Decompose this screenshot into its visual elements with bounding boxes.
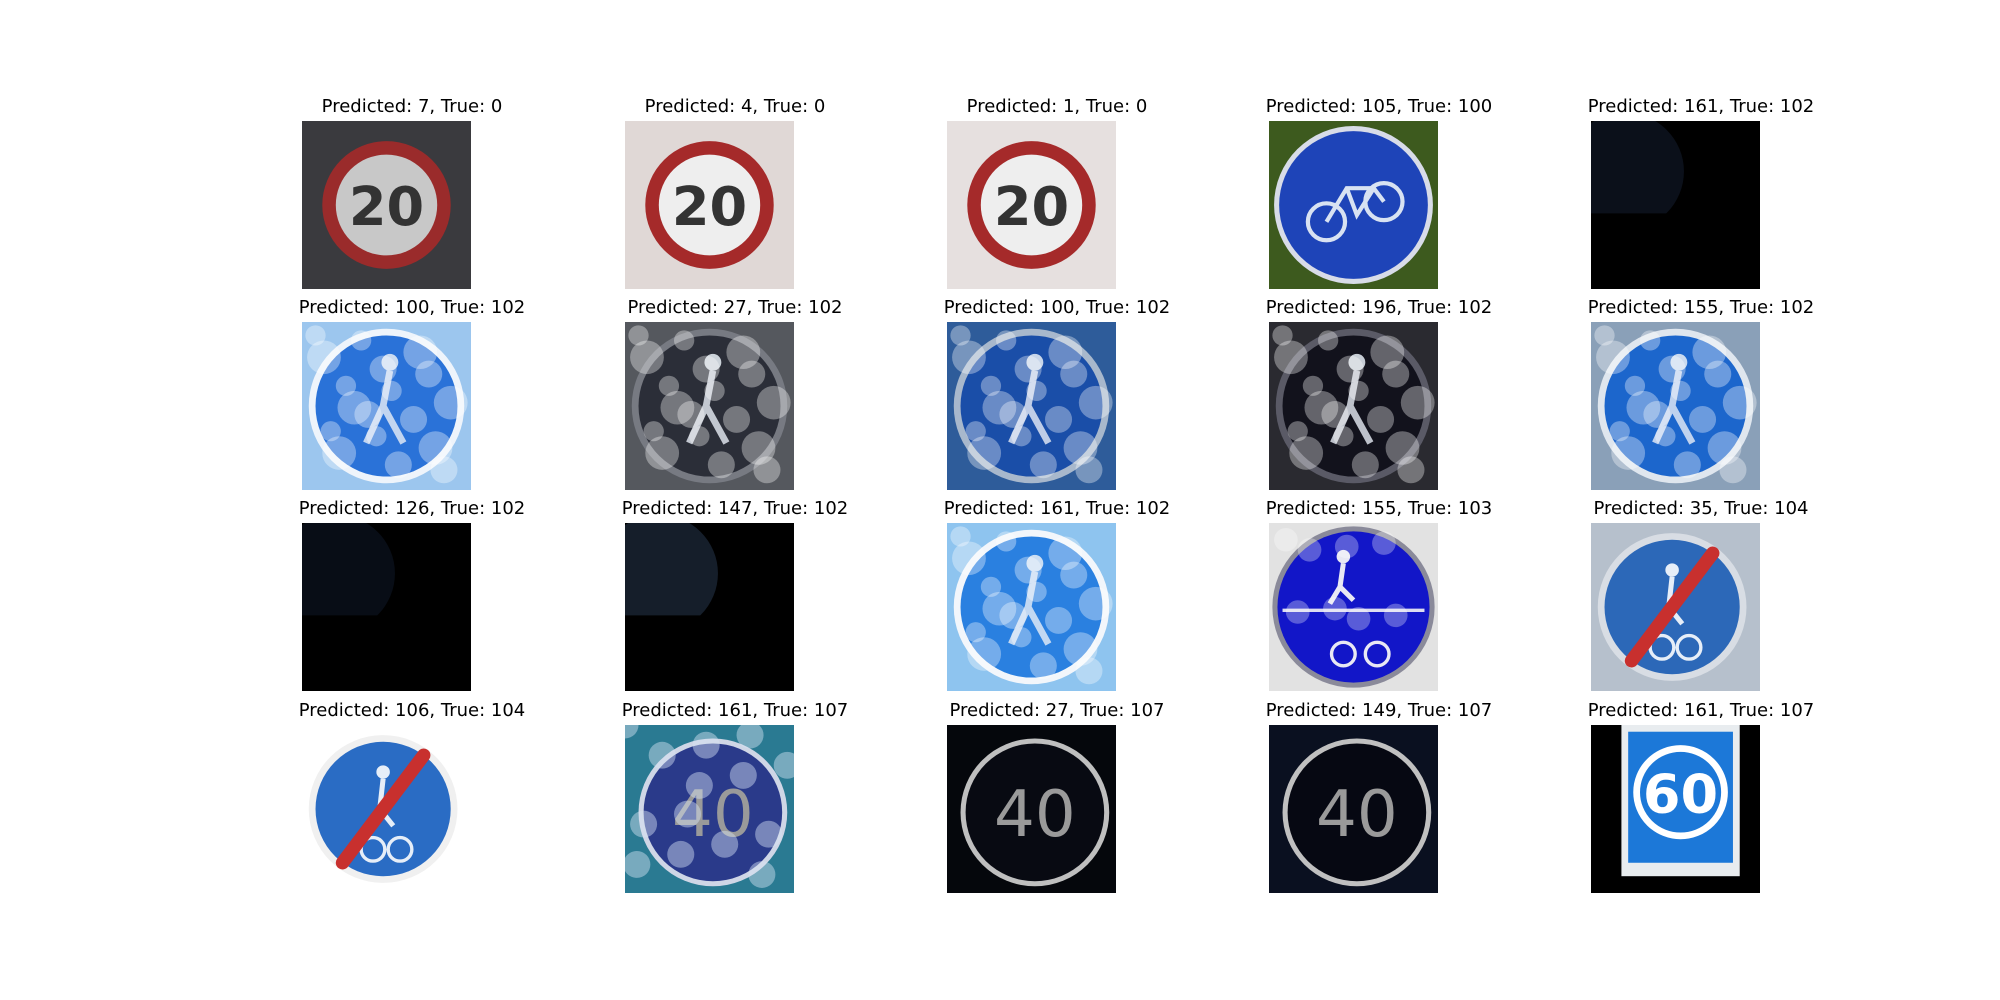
pedestrian-sign-bokeh-image [947, 322, 1116, 490]
pedestrian-sign-bokeh-image [1269, 322, 1438, 490]
panel-title: Predicted: 149, True: 107 [1265, 700, 1493, 721]
end-shared-path-sign-image [1591, 523, 1760, 691]
svg-text:20: 20 [994, 175, 1069, 238]
panel-title: Predicted: 126, True: 102 [298, 498, 526, 519]
panel-title: Predicted: 155, True: 102 [1587, 297, 1815, 318]
minimum-speed-40-sign-image: 40 [625, 725, 794, 893]
bicycle-sign-image [1269, 121, 1438, 289]
speed-limit-20-sign-image: 20 [625, 121, 794, 289]
svg-text:20: 20 [349, 175, 424, 238]
panel-title: Predicted: 196, True: 102 [1265, 297, 1493, 318]
panel-title: Predicted: 161, True: 102 [1587, 96, 1815, 117]
svg-text:60: 60 [1643, 763, 1718, 826]
panel-title: Predicted: 106, True: 104 [298, 700, 526, 721]
panel-title: Predicted: 147, True: 102 [621, 498, 849, 519]
panel-title: Predicted: 161, True: 107 [621, 700, 849, 721]
pedestrian-sign-bokeh-image [1591, 322, 1760, 490]
dark-image-image [1591, 121, 1760, 289]
panel-title: Predicted: 161, True: 102 [943, 498, 1171, 519]
pedestrian-sign-bokeh-image [947, 523, 1116, 691]
panel-title: Predicted: 161, True: 107 [1587, 700, 1815, 721]
pedestrian-bicycle-sign-image [1269, 523, 1438, 691]
minimum-speed-40-sign-image: 40 [1269, 725, 1438, 893]
speed-limit-20-sign-image: 20 [302, 121, 471, 289]
panel-title: Predicted: 100, True: 102 [943, 297, 1171, 318]
panel-title: Predicted: 105, True: 100 [1265, 96, 1493, 117]
panel-title: Predicted: 1, True: 0 [966, 96, 1148, 117]
dark-image-image [302, 523, 471, 691]
panel-title: Predicted: 27, True: 107 [949, 700, 1165, 721]
svg-text:40: 40 [1316, 778, 1398, 852]
speed-limit-20-sign-image: 20 [947, 121, 1116, 289]
svg-text:20: 20 [672, 175, 747, 238]
minimum-speed-40-sign-image: 40 [947, 725, 1116, 893]
panel-title: Predicted: 4, True: 0 [644, 96, 826, 117]
panel-title: Predicted: 100, True: 102 [298, 297, 526, 318]
panel-title: Predicted: 7, True: 0 [321, 96, 503, 117]
pedestrian-sign-bokeh-image [302, 322, 471, 490]
dark-image-image [625, 523, 794, 691]
pedestrian-sign-bokeh-image [625, 322, 794, 490]
panel-title: Predicted: 35, True: 104 [1593, 498, 1809, 519]
panel-title: Predicted: 27, True: 102 [627, 297, 843, 318]
svg-text:40: 40 [672, 778, 754, 852]
minimum-speed-60-sign-image: 60 [1591, 725, 1760, 893]
end-shared-path-sign-image [302, 725, 471, 893]
svg-text:40: 40 [994, 778, 1076, 852]
panel-title: Predicted: 155, True: 103 [1265, 498, 1493, 519]
